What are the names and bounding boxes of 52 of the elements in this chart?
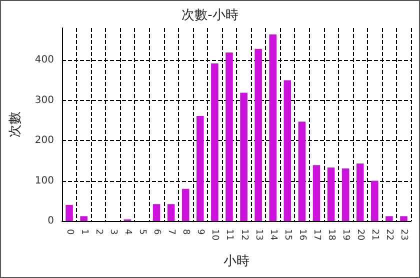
bar — [312, 165, 320, 221]
x-tick-label: 9 — [195, 229, 206, 235]
x-tick-label: 13 — [253, 229, 264, 240]
x-tick-label: 18 — [326, 229, 336, 241]
y-tick-label: 0 — [48, 216, 54, 226]
bar — [226, 52, 233, 221]
x-tick-label: 17 — [311, 229, 322, 240]
x-tick-label: 19 — [340, 229, 351, 241]
bar — [211, 63, 218, 221]
x-tick-label: 22 — [384, 229, 394, 240]
x-tick-label: 15 — [282, 229, 292, 240]
bar — [167, 204, 175, 221]
bar — [254, 48, 262, 221]
bar — [386, 216, 393, 221]
bar — [356, 164, 364, 221]
x-tick-label: 5 — [136, 229, 147, 235]
bar — [196, 116, 204, 221]
bar — [284, 80, 292, 221]
x-tick-label: 1 — [78, 229, 89, 235]
x-tick-label: 20 — [355, 229, 366, 241]
x-tick-label: 16 — [296, 229, 307, 241]
bar — [269, 34, 276, 221]
x-tick-label: 10 — [210, 229, 220, 241]
y-tick-label: 400 — [34, 54, 54, 66]
x-tick-label: 11 — [224, 229, 234, 240]
x-tick-label: 14 — [268, 229, 278, 241]
bar — [182, 188, 190, 221]
y-tick-label: 200 — [34, 135, 54, 146]
bar — [327, 168, 335, 221]
x-tick-label: 6 — [152, 229, 162, 235]
y-tick-label: 300 — [34, 94, 54, 106]
chart-title: 次數-小時 — [182, 8, 238, 23]
x-tick-label: 8 — [180, 229, 191, 235]
x-tick-label: 23 — [398, 229, 409, 240]
x-tick-label: 7 — [166, 229, 176, 235]
x-axis-title: 小時 — [224, 254, 250, 269]
x-tick-label: 21 — [370, 229, 380, 240]
bar — [240, 92, 248, 221]
x-tick-label: 3 — [108, 229, 118, 235]
bar — [342, 168, 350, 221]
bar — [152, 204, 160, 221]
bar — [371, 180, 378, 221]
y-axis-title: 次數 — [8, 112, 23, 138]
bar — [80, 216, 88, 221]
y-tick-label: 100 — [34, 175, 54, 186]
x-tick-label: 0 — [64, 229, 74, 235]
x-tick-label: 2 — [93, 229, 104, 235]
bar — [66, 204, 73, 221]
bar — [298, 122, 306, 221]
x-tick-label: 12 — [238, 229, 249, 240]
x-tick-label: 4 — [122, 229, 132, 235]
bar — [400, 216, 408, 221]
